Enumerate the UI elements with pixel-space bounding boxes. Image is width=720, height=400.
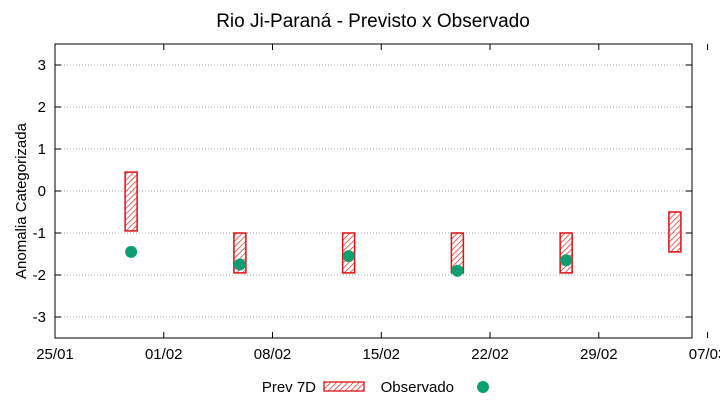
- observado-point: [560, 254, 573, 267]
- legend: Prev 7D Observado: [262, 379, 489, 396]
- y-axis-label: Anomalia Categorizada: [13, 122, 30, 279]
- y-tick-label: -1: [33, 225, 46, 242]
- y-tick-label: -3: [33, 309, 46, 326]
- x-tick-label: 15/02: [362, 346, 400, 363]
- observado-point: [233, 258, 246, 271]
- x-tick-label: 08/02: [254, 346, 292, 363]
- observado-point: [125, 245, 138, 258]
- grid-lines: [55, 64, 692, 318]
- y-tick-label: 1: [38, 141, 46, 158]
- x-tick-label: 01/02: [145, 346, 183, 363]
- y-axis: -3 -2 -1 0 1 2 3: [33, 57, 692, 326]
- legend-prev-swatch: [323, 381, 365, 392]
- x-tick-label: 07/03: [689, 346, 720, 363]
- observado-series: [125, 245, 573, 277]
- prev-7d-series: [124, 171, 682, 274]
- prev-7d-box: [668, 211, 682, 253]
- observado-point: [451, 264, 464, 277]
- x-tick-label: 25/01: [36, 346, 74, 363]
- legend-obs-marker: [477, 381, 489, 393]
- prev-7d-box: [124, 171, 138, 232]
- legend-obs-label: Observado: [381, 379, 454, 396]
- x-tick-label: 22/02: [471, 346, 509, 363]
- y-tick-label: 0: [38, 183, 46, 200]
- y-tick-label: 3: [38, 57, 46, 74]
- legend-prev-label: Prev 7D: [262, 379, 316, 396]
- x-tick-label: 29/02: [580, 346, 618, 363]
- y-tick-label: 2: [38, 99, 46, 116]
- prev-7d-box: [559, 232, 573, 274]
- observado-point: [342, 250, 355, 263]
- chart-title: Rio Ji-Paraná - Previsto x Observado: [216, 11, 530, 32]
- y-tick-label: -2: [33, 267, 46, 284]
- x-axis: 25/01 01/02 08/02 15/02 22/02 29/02 07/03: [36, 44, 720, 363]
